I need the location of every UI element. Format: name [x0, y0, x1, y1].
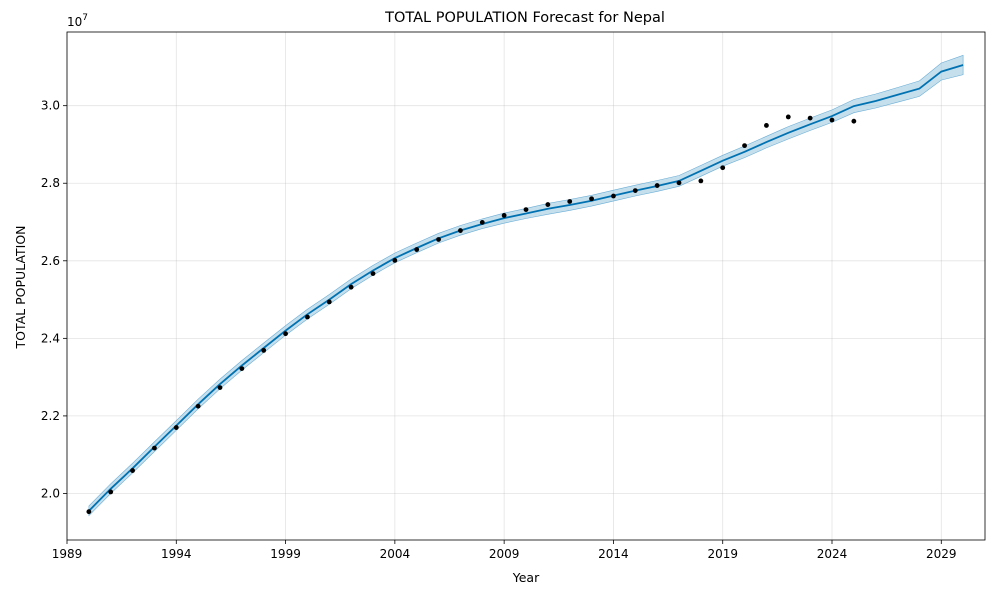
observed-point [567, 199, 573, 204]
observed-point [545, 202, 551, 207]
y-axis-multiplier: 107 [67, 13, 88, 29]
observed-point [392, 258, 398, 263]
observed-point [108, 489, 114, 495]
y-tick-label: 2.2 [41, 409, 60, 423]
observed-point [807, 115, 813, 121]
x-tick-label: 2019 [707, 547, 738, 561]
observed-point [589, 196, 594, 202]
observed-point [632, 188, 638, 194]
observed-point [785, 114, 791, 120]
observed-point [326, 299, 332, 305]
observed-point [764, 123, 769, 128]
x-tick-label: 2004 [380, 547, 411, 561]
x-axis-ticks: 1989 1994 1999 2004 2009 2014 2019 2024 2029 [52, 540, 957, 561]
observed-point [829, 117, 835, 123]
observed-point [261, 347, 267, 353]
x-tick-label: 2024 [817, 547, 848, 561]
observed-point [654, 183, 660, 188]
chart-title: TOTAL POPULATION Forecast for Nepal [384, 10, 665, 26]
observed-point [370, 271, 376, 276]
y-axis-label: TOTAL POPULATION [13, 225, 28, 349]
observed-point [523, 207, 529, 213]
y-axis-ticks: 2.0 2.2 2.4 2.6 2.8 3.0 [41, 99, 67, 500]
x-tick-label: 1999 [270, 547, 301, 561]
y-tick-label: 2.0 [41, 486, 60, 500]
x-tick-label: 2009 [489, 547, 520, 561]
y-tick-label: 3.0 [41, 99, 60, 113]
y-tick-label: 2.4 [41, 331, 60, 345]
observed-point [742, 143, 747, 149]
plot-area-frame [66, 31, 986, 541]
x-tick-label: 1994 [161, 547, 192, 561]
grid-lines [66, 32, 985, 540]
y-tick-label: 2.8 [41, 176, 60, 190]
observed-point [152, 445, 157, 451]
x-tick-label: 2029 [926, 547, 957, 561]
observed-point [720, 165, 726, 171]
observed-point [86, 509, 92, 515]
observed-point [239, 366, 245, 371]
observed-point [436, 237, 441, 242]
x-axis-label: Year [512, 570, 540, 585]
x-tick-label: 1989 [52, 547, 83, 561]
observed-point [501, 213, 507, 218]
x-tick-label: 2014 [598, 547, 629, 561]
observed-point [195, 403, 201, 409]
observed-point [414, 247, 420, 252]
observed-points-group [86, 114, 857, 515]
forecast-line-group [88, 64, 964, 512]
observed-point [130, 468, 135, 473]
observed-point [348, 284, 354, 290]
y-tick-label: 2.6 [41, 254, 60, 268]
observed-point [851, 118, 857, 124]
observed-point [479, 220, 485, 225]
observed-point [458, 228, 463, 233]
observed-point [283, 331, 288, 337]
observed-point [173, 425, 179, 430]
forecast-line [88, 64, 964, 512]
observed-point [676, 180, 682, 186]
observed-point [611, 193, 616, 199]
observed-point [217, 385, 223, 390]
observed-point [698, 178, 704, 184]
observed-point [305, 314, 310, 320]
